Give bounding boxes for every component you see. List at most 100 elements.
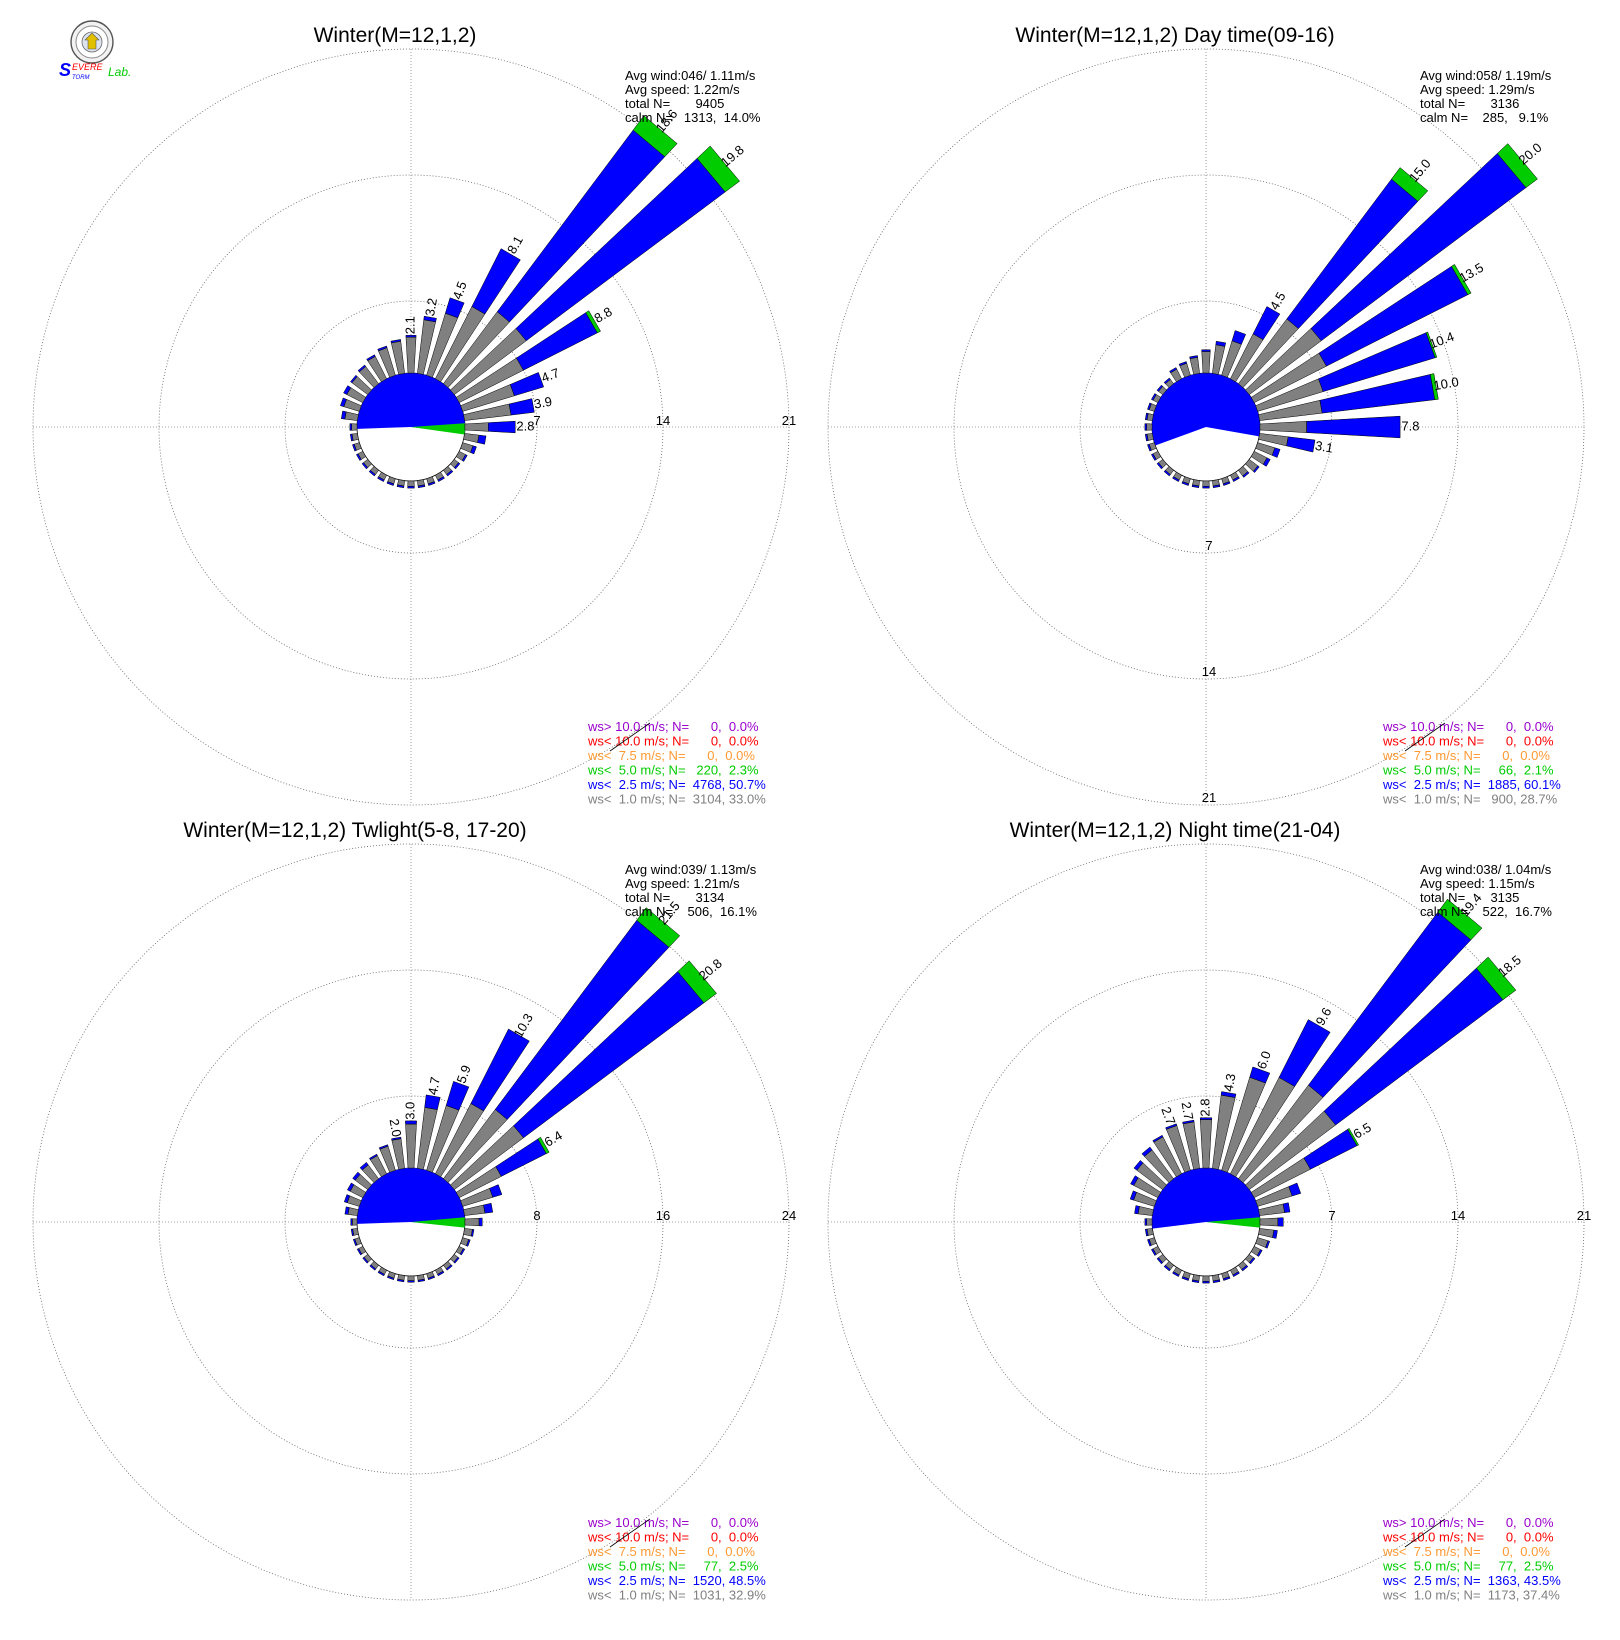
petal-segment (369, 1153, 378, 1161)
legend-entry: ws< 5.0 m/s; N= 66, 2.1% (1382, 763, 1554, 778)
legend-entry: ws> 10.0 m/s; N= 0, 0.0% (1382, 1515, 1554, 1530)
petal-segment (437, 1270, 445, 1277)
legend-entry: ws< 2.5 m/s; N= 1885, 60.1% (1382, 777, 1561, 792)
petal-segment (463, 1228, 473, 1237)
legend-strike-line (1404, 1518, 1446, 1548)
petal-segment (350, 374, 358, 384)
calm-sector-blue (1152, 1168, 1261, 1229)
petal-label: 4.7 (425, 1076, 443, 1096)
petal-segment (1147, 1238, 1152, 1247)
calm-sector-blue (357, 1168, 465, 1227)
petal-segment (537, 1136, 550, 1154)
petal-label: 6.0 (1254, 1049, 1274, 1071)
petal-segment (359, 1162, 369, 1171)
petal-segment (352, 443, 357, 452)
legend-entry: ws< 7.5 m/s; N= 0, 0.0% (1382, 748, 1550, 763)
ring-tick-label: 14 (656, 413, 670, 428)
petal-segment (453, 1256, 460, 1264)
logo-evere: EVERE (72, 62, 104, 72)
petal-segment (636, 907, 681, 948)
petal-segment (366, 354, 376, 362)
legend-entry: ws< 2.5 m/s; N= 1520, 48.5% (587, 1573, 766, 1588)
petal-segment (377, 1270, 385, 1277)
petal-segment (349, 433, 354, 442)
petal-label: 3.1 (1314, 438, 1334, 456)
ring-circle (284, 1095, 538, 1349)
stats-line: Avg speed: 1.22m/s (625, 82, 740, 97)
ring-circle (32, 48, 790, 806)
petal-segment (427, 1275, 436, 1281)
petal-label: 2.0 (387, 1118, 405, 1138)
calm-sector-blue (1151, 372, 1260, 446)
petal-segment (390, 339, 402, 344)
petal-segment (1288, 1182, 1302, 1197)
petal-segment (445, 1264, 453, 1271)
stats-line: total N= 3135 (1420, 890, 1519, 905)
petal-segment (1172, 476, 1180, 482)
stats-line: calm N= 1313, 14.0% (625, 110, 761, 125)
ring-tick-label: 7 (1328, 1208, 1335, 1223)
petal-label: 13.5 (1457, 260, 1486, 286)
petal-segment (1191, 1279, 1200, 1284)
petal-segment (1265, 1240, 1271, 1249)
ring-circle (827, 843, 1585, 1601)
petal-segment (1181, 481, 1190, 486)
petal-segment (464, 1217, 480, 1227)
petal-segment (1163, 377, 1171, 385)
legend-entry: ws< 5.0 m/s; N= 77, 2.5% (1382, 1559, 1554, 1574)
petal-segment (1156, 384, 1164, 392)
petal-segment (459, 1248, 466, 1256)
petal-segment (368, 469, 376, 477)
petal-segment (344, 1206, 350, 1215)
petal-segment (585, 310, 601, 334)
stats-line: Avg speed: 1.29m/s (1420, 82, 1535, 97)
petal-segment (489, 1184, 503, 1198)
petal-segment (1191, 484, 1200, 489)
petal-segment (1201, 349, 1211, 352)
legend-entry: ws< 7.5 m/s; N= 0, 0.0% (1382, 1544, 1550, 1559)
petal-segment (405, 336, 417, 374)
ring-tick-label: 14 (1202, 664, 1216, 679)
petal-segment (1306, 415, 1401, 439)
petal-segment (357, 364, 367, 373)
petal-segment (386, 1275, 395, 1281)
petal-segment (1202, 1281, 1210, 1284)
petal-label: 10.4 (1427, 329, 1456, 352)
panel-title: Winter(M=12,1,2) Twlight(5-8, 17-20) (183, 819, 526, 842)
petal-segment (1496, 143, 1538, 188)
petal-segment (1282, 1202, 1291, 1213)
petal-segment (461, 454, 468, 462)
petal-segment (1181, 1276, 1190, 1281)
petal-segment (356, 453, 362, 461)
petal-segment (1133, 1160, 1144, 1171)
ring-tick-label: 8 (533, 1208, 540, 1223)
petal-segment (362, 1256, 369, 1264)
logo-torm: TORM (72, 75, 90, 81)
petal-segment (344, 411, 359, 421)
petal-segment (1172, 1271, 1180, 1277)
petal-segment (463, 433, 480, 443)
petal-segment (1437, 898, 1483, 941)
petal-label: 4.3 (1221, 1072, 1239, 1092)
ring-circle (827, 48, 1585, 806)
petal-segment (470, 1229, 475, 1237)
legend-entry: ws< 1.0 m/s; N= 900, 28.7% (1382, 792, 1558, 807)
petal-label: 10.0 (1432, 374, 1460, 393)
petal-segment (1156, 1257, 1164, 1265)
calm-sector-blue (357, 373, 465, 433)
petal-segment (1182, 1119, 1195, 1125)
legend-entry: ws< 10.0 m/s; N= 0, 0.0% (1382, 734, 1554, 749)
ring-circle (953, 969, 1459, 1475)
ring-tick-label: 24 (782, 1208, 796, 1223)
wind-rose-panel-1: 7 14 212.13.24.58.118.619.88.84.73.92.8Win… (32, 24, 796, 807)
petal-segment (377, 345, 388, 352)
petal-segment (471, 248, 521, 315)
petal-segment (1242, 471, 1250, 478)
petal-segment (350, 1218, 353, 1226)
stats-line: total N= 9405 (625, 96, 724, 111)
calm-sector-green (1206, 1217, 1260, 1228)
petal-segment (405, 1120, 417, 1125)
stats-line: calm N= 522, 16.7% (1420, 904, 1552, 919)
petal-label: 5.9 (454, 1063, 474, 1085)
petal-segment (1258, 1228, 1275, 1238)
